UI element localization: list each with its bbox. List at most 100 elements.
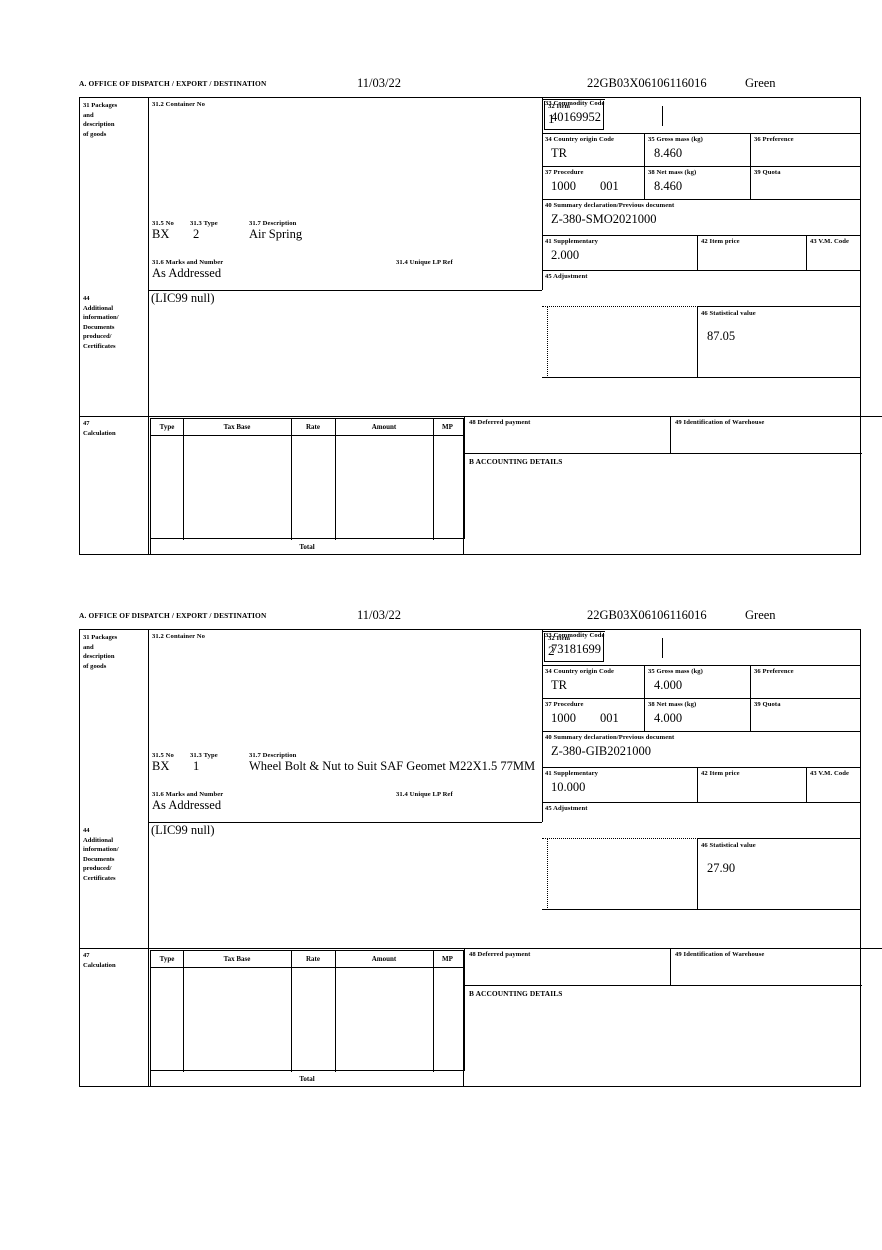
box-40-previous-document: 40 Summary declaration/Previous document… [542,200,860,236]
box-31-stub-label: 31 Packages and description of goods [83,634,118,670]
box-b-accounting-details: B ACCOUNTING DETAILS [464,986,862,1071]
box-43-vm-code: 43 V.M. Code [806,236,860,271]
column-header-amount: Amount [371,955,397,963]
box-38-net-mass: 38 Net mass (kg) 8.460 [644,167,750,200]
box-33-inner-divider [662,106,663,126]
box-41-label: 41 Supplementary [545,770,599,777]
box-33-value: 73181699 [551,642,601,656]
box-33-label: 33 Commodity Code [545,632,605,639]
box-42-item-price: 42 Item price [697,768,806,803]
box-44-stub-bottom-rule [80,948,148,949]
box-45-label: 45 Adjustment [545,273,588,280]
right-column-edge [860,98,861,378]
form-body: 31 Packages and description of goods 44 Addi… [79,630,882,1087]
calculation-total-row: Total [150,1071,464,1087]
box-44-additional-information: (LIC99 null) [148,822,542,948]
calc-col-divider-3 [335,419,336,540]
box-39-quota: 39 Quota [750,699,860,732]
box-45-adjustment: 45 Adjustment [542,803,860,838]
box-47-stub-label: 47 Calculation [83,952,116,969]
right-column-divider [542,630,543,822]
calc-col-divider-3 [335,951,336,1072]
box-31-stub-label: 31 Packages and description of goods [83,102,118,138]
right-column-boxes: 33 Commodity Code 73181699 34 Country or… [542,630,861,948]
box-44-value: (LIC99 null) [151,823,215,837]
calculation-table-header: Type Tax Base Rate Amount MP [151,419,463,436]
box-32-value: 2 [548,643,555,658]
box-45-adjustment: 45 Adjustment [542,271,860,306]
box-33-commodity-code: 33 Commodity Code 73181699 [542,630,860,666]
box-49-warehouse-identification: 49 Identification of Warehouse [670,948,863,986]
column-header-tax-base: Tax Base [223,423,251,431]
office-of-dispatch-label: A. OFFICE OF DISPATCH / EXPORT / DESTINA… [79,79,267,88]
box-39-label: 39 Quota [754,701,781,708]
box-34-label: 34 Country origin Code [545,136,615,143]
box-46-label: 46 Statistical value [701,842,756,849]
box-31-7-value: Wheel Bolt & Nut to Suit SAF Geomet M22X… [249,759,536,773]
box-37-value: 1000 [551,711,576,725]
column-header-tax-base: Tax Base [223,955,251,963]
box-49-label: 49 Identification of Warehouse [675,419,765,426]
box-b-accounting-details: B ACCOUNTING DETAILS [464,454,862,539]
box-35-label: 35 Gross mass (kg) [648,136,703,143]
box-31-goods-description: 31.2 Container No 32 Item 2 31.5 No 31.3… [148,630,605,822]
calc-col-divider-1 [183,419,184,540]
box-41-value: 10.000 [551,780,586,794]
box-32-item-number: 32 Item 2 [543,631,605,662]
box-42-label: 42 Item price [701,238,740,245]
box-31-4-label: 31.4 Unique LP Ref [396,791,453,798]
box-31-7-label: 31.7 Description [249,220,297,227]
declaration-date: 11/03/22 [357,608,401,622]
box-44-stub-bottom-rule [80,416,148,417]
calculation-total-row: Total [150,539,464,555]
calc-col-divider-2 [291,951,292,1072]
right-column-boxes: 33 Commodity Code 40169952 34 Country or… [542,98,861,416]
column-header-mp: MP [442,955,453,963]
box-37-value: 1000 [551,179,576,193]
box-31-6-value: As Addressed [152,266,222,280]
box-31-3-label: 31.3 Type [190,752,218,759]
box-40-value: Z-380-SMO2021000 [551,212,657,226]
box-31-2-label: 31.2 Container No [152,633,206,640]
box-47-calculation: Type Tax Base Rate Amount MP Total 48 De… [148,416,862,555]
box-41-value: 2.000 [551,248,580,262]
box-39-label: 39 Quota [754,169,781,176]
box-31-5-value: BX [152,759,170,773]
box-31-2-label: 31.2 Container No [152,101,206,108]
box-31-7-label: 31.7 Description [249,752,297,759]
calculation-table: Type Tax Base Rate Amount MP [150,950,464,1072]
box-44-bottom-rule [148,416,882,417]
box-35-gross-mass: 35 Gross mass (kg) 4.000 [644,666,750,699]
column-header-mp: MP [442,423,453,431]
stub-divider [148,98,149,555]
box-33-commodity-code: 33 Commodity Code 40169952 [542,98,860,134]
movement-reference-number: 22GB03X06106116016 [587,608,707,622]
column-header-type: Type [159,423,175,431]
box-46-value: 87.05 [707,329,736,343]
box-46-value: 27.90 [707,861,736,875]
box-34-label: 34 Country origin Code [545,668,615,675]
box-43-label: 43 V.M. Code [810,770,850,777]
box-31-6-label: 31.6 Marks and Number [152,791,224,798]
movement-reference-number: 22GB03X06106116016 [587,76,707,90]
column-header-rate: Rate [306,955,320,963]
box-45-46-dotted-divider [547,838,548,910]
box-36-preference: 36 Preference [750,666,860,699]
declaration-date: 11/03/22 [357,76,401,90]
calc-col-divider-1 [183,951,184,1072]
box-48-label: 48 Deferred payment [469,951,531,958]
box-31-5-label: 31.5 No [152,220,174,227]
box-37-procedure: 37 Procedure 1000 001 [542,699,644,732]
box-40-label: 40 Summary declaration/Previous document [545,202,675,209]
box-36-preference: 36 Preference [750,134,860,167]
box-41-supplementary: 41 Supplementary 10.000 [542,768,697,803]
stub-divider [148,630,149,1087]
box-31-4-label: 31.4 Unique LP Ref [396,259,453,266]
box-31-bottom-rule [148,822,542,823]
box-38-value: 8.460 [654,179,683,193]
column-header-type: Type [159,955,175,963]
box-41-label: 41 Supplementary [545,238,599,245]
box-35-gross-mass: 35 Gross mass (kg) 8.460 [644,134,750,167]
box-38-label: 38 Net mass (kg) [648,701,697,708]
